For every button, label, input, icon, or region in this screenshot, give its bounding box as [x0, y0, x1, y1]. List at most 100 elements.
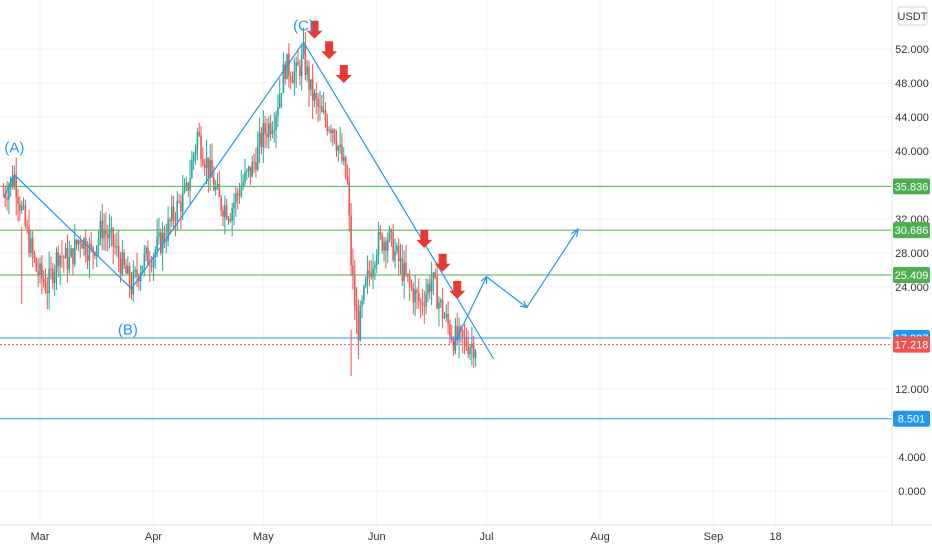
candle-body: [421, 302, 424, 306]
candle-body: [53, 272, 56, 283]
candle-body: [289, 76, 292, 81]
candle-body: [172, 206, 175, 220]
candle-body: [249, 166, 252, 177]
candle-body: [220, 197, 222, 211]
candle-body: [317, 98, 319, 107]
price-tag-label: 35.836: [895, 181, 929, 193]
time-tick-label: Mar: [31, 531, 50, 543]
price-axis[interactable]: 52.00048.00044.00040.00032.00028.00024.0…: [895, 44, 929, 498]
candle-body: [84, 238, 87, 256]
candle-body: [108, 231, 111, 239]
candle-body: [271, 130, 274, 134]
candle-body: [66, 247, 69, 270]
currency-badge[interactable]: USDT: [897, 6, 928, 26]
candle-body: [181, 192, 184, 212]
candle-body: [143, 253, 146, 267]
candle-body: [321, 105, 323, 112]
candle-body: [328, 129, 330, 131]
down-arrow-icon: [434, 253, 451, 272]
candle-body: [319, 105, 321, 107]
candle-body: [405, 262, 407, 274]
candle-body: [44, 282, 47, 292]
price-tag: [893, 222, 930, 239]
candle-body: [463, 336, 466, 338]
candle-body: [114, 246, 116, 248]
candle-body: [4, 193, 7, 198]
time-tick-label: May: [253, 531, 274, 543]
candle-body: [445, 313, 448, 318]
candle-body: [240, 186, 243, 196]
candle-body: [269, 123, 272, 134]
currency-label: USDT: [898, 11, 928, 23]
candle-body: [205, 157, 208, 168]
candle-body: [414, 289, 416, 303]
candle-body: [194, 149, 197, 155]
candle-body: [119, 258, 122, 274]
candle-body: [397, 245, 400, 262]
candlestick-series: [2, 28, 477, 377]
candle-body: [342, 156, 345, 161]
time-tick-label: Sep: [704, 531, 724, 543]
price-tick-label: 0.000: [898, 486, 926, 498]
candle-body: [291, 80, 294, 83]
candle-body: [50, 268, 52, 270]
candle-body: [324, 110, 327, 121]
candle-body: [235, 193, 237, 204]
time-tick-label: Jun: [368, 531, 386, 543]
candle-body: [55, 252, 58, 273]
candle-body: [449, 324, 451, 337]
candle-body: [372, 268, 374, 277]
candle-body: [310, 79, 312, 90]
candle-body: [37, 271, 39, 276]
candle-body: [244, 171, 246, 183]
price-tag: [893, 410, 930, 427]
time-axis[interactable]: Mar Apr May Jun Jul Aug Sep 18: [31, 531, 782, 543]
price-tag-label: 17.218: [895, 340, 929, 352]
candle-body: [299, 65, 301, 77]
candle-body: [225, 205, 228, 219]
candle-body: [152, 257, 155, 268]
candle-body: [460, 326, 462, 330]
wave-label: (B): [118, 322, 138, 339]
candle-body: [125, 265, 127, 274]
candle-body: [284, 64, 287, 80]
candle-body: [438, 301, 440, 309]
candle-body: [454, 326, 457, 351]
down-arrow-icon: [306, 20, 323, 39]
candle-body: [22, 205, 25, 207]
candle-body: [242, 182, 244, 187]
candle-body: [207, 157, 210, 178]
candle-body: [277, 107, 279, 116]
candle-body: [337, 146, 340, 151]
price-tag-label: 25.409: [895, 270, 929, 282]
candle-body: [106, 234, 109, 239]
candle-body: [178, 201, 180, 203]
candle-body: [297, 62, 299, 66]
candle-body: [341, 144, 343, 161]
candle-body: [273, 130, 276, 132]
candle-body: [344, 156, 347, 177]
candle-body: [361, 300, 363, 306]
candle-body: [456, 326, 459, 341]
candle-body: [418, 293, 420, 302]
trendline: [2, 41, 305, 290]
price-tick-label: 28.000: [895, 248, 929, 260]
candle-body: [416, 289, 418, 294]
candle-body: [472, 343, 475, 358]
candle-body: [348, 181, 351, 216]
candle-body: [105, 230, 107, 235]
candle-body: [132, 271, 135, 295]
price-tick-label: 48.000: [895, 78, 929, 90]
trendlines: [2, 41, 495, 360]
candle-body: [315, 92, 318, 99]
candle-body: [159, 232, 162, 253]
candle-body: [368, 270, 371, 274]
sell-arrows: [306, 20, 466, 299]
candle-body: [430, 279, 433, 292]
candle-body: [394, 250, 396, 261]
candle-body: [383, 241, 385, 251]
candle-body: [432, 272, 435, 280]
price-tick-label: 44.000: [895, 112, 929, 124]
